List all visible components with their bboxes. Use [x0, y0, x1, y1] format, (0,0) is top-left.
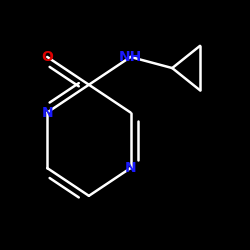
Text: N: N — [125, 161, 136, 175]
Text: O: O — [41, 50, 53, 64]
Text: N: N — [42, 106, 53, 120]
Text: NH: NH — [119, 50, 142, 64]
